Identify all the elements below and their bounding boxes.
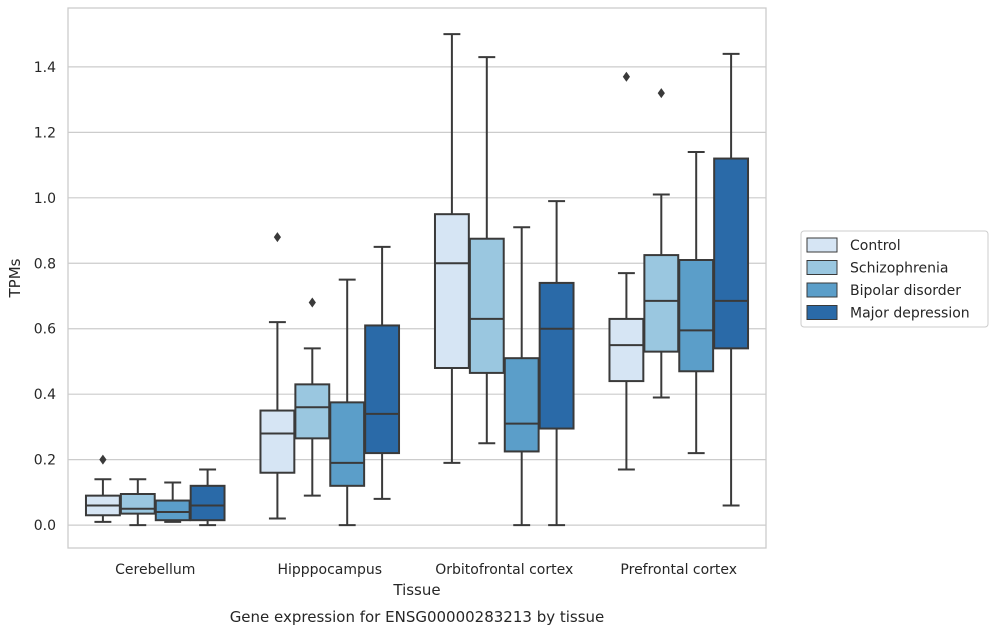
x-tick-label: Orbitofrontal cortex <box>435 562 573 578</box>
box-iqr <box>608 317 645 383</box>
x-tick-label: Hipppocampus <box>277 562 382 578</box>
legend-swatch <box>806 305 838 320</box>
y-tick-label: 0.2 <box>34 453 56 469</box>
box-2-0 <box>433 33 470 464</box>
y-tick-label: 0.0 <box>34 518 56 534</box>
outlier-point <box>622 71 630 82</box>
box-1-3 <box>364 245 401 500</box>
box-iqr <box>503 357 540 453</box>
box-1-1 <box>294 297 331 497</box>
box-iqr <box>119 493 156 515</box>
y-axis-title: TPMs <box>6 258 24 298</box>
box-iqr <box>189 484 226 522</box>
box-0-3 <box>189 468 226 527</box>
box-0-2 <box>154 481 191 523</box>
legend-label: Schizophrenia <box>850 261 948 277</box>
box-0-1 <box>119 478 156 527</box>
y-tick-label: 0.4 <box>34 387 56 403</box>
box-1-2 <box>329 278 366 527</box>
box-iqr <box>468 237 505 374</box>
x-tick-label: Cerebellum <box>115 562 195 578</box>
box-iqr <box>329 401 366 487</box>
box-2-1 <box>468 56 505 445</box>
box-3-2 <box>678 151 715 455</box>
box-iqr <box>364 324 401 455</box>
y-tick-labels: 0.0 0.2 0.4 0.6 0.8 1.0 1.2 1.4 <box>34 60 56 534</box>
box-3-0 <box>608 71 645 471</box>
figure-caption: Gene expression for ENSG00000283213 by t… <box>230 608 605 626</box>
y-tick-label: 1.2 <box>34 125 56 141</box>
x-tick-labels: Cerebellum Hipppocampus Orbitofrontal cort… <box>115 562 737 578</box>
box-1-0 <box>259 232 296 520</box>
y-tick-label: 1.4 <box>34 60 56 76</box>
outlier-point <box>273 232 281 243</box>
box-iqr <box>713 157 750 350</box>
y-tick-label: 0.8 <box>34 256 56 272</box>
box-0-0 <box>84 454 121 523</box>
box-iqr <box>433 213 470 369</box>
outlier-point <box>308 297 316 308</box>
box-iqr <box>643 254 680 353</box>
box-series <box>84 33 750 527</box>
legend-swatch <box>806 282 838 298</box>
x-axis-title: Tissue <box>392 581 440 599</box>
box-3-3 <box>713 52 750 507</box>
box-2-3 <box>538 200 575 527</box>
y-tick-label: 1.0 <box>34 191 56 207</box>
y-tick-label: 0.6 <box>34 322 56 338</box>
outlier-point <box>657 88 665 99</box>
legend-swatch <box>806 237 838 253</box>
legend: Control Schizophrenia Bipolar disorder Majo… <box>800 230 989 328</box>
box-iqr <box>259 409 296 474</box>
box-iqr <box>538 281 575 430</box>
legend-label: Bipolar disorder <box>850 283 961 299</box>
legend-label: Control <box>850 238 901 254</box>
grid-lines <box>68 66 766 526</box>
box-iqr <box>294 383 331 440</box>
outlier-point <box>99 454 107 465</box>
legend-label: Major depression <box>850 306 970 322</box>
legend-frame <box>800 230 989 328</box>
box-3-1 <box>643 88 680 399</box>
box-iqr <box>154 499 191 522</box>
box-2-2 <box>503 226 540 527</box>
box-iqr <box>678 259 715 373</box>
legend-swatch <box>806 260 838 275</box>
x-tick-label: Prefrontal cortex <box>620 562 737 578</box>
